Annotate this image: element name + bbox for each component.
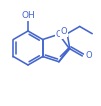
Text: O: O — [61, 27, 67, 36]
Text: OH: OH — [21, 11, 35, 20]
Text: O: O — [56, 30, 62, 39]
Text: O: O — [85, 51, 92, 60]
